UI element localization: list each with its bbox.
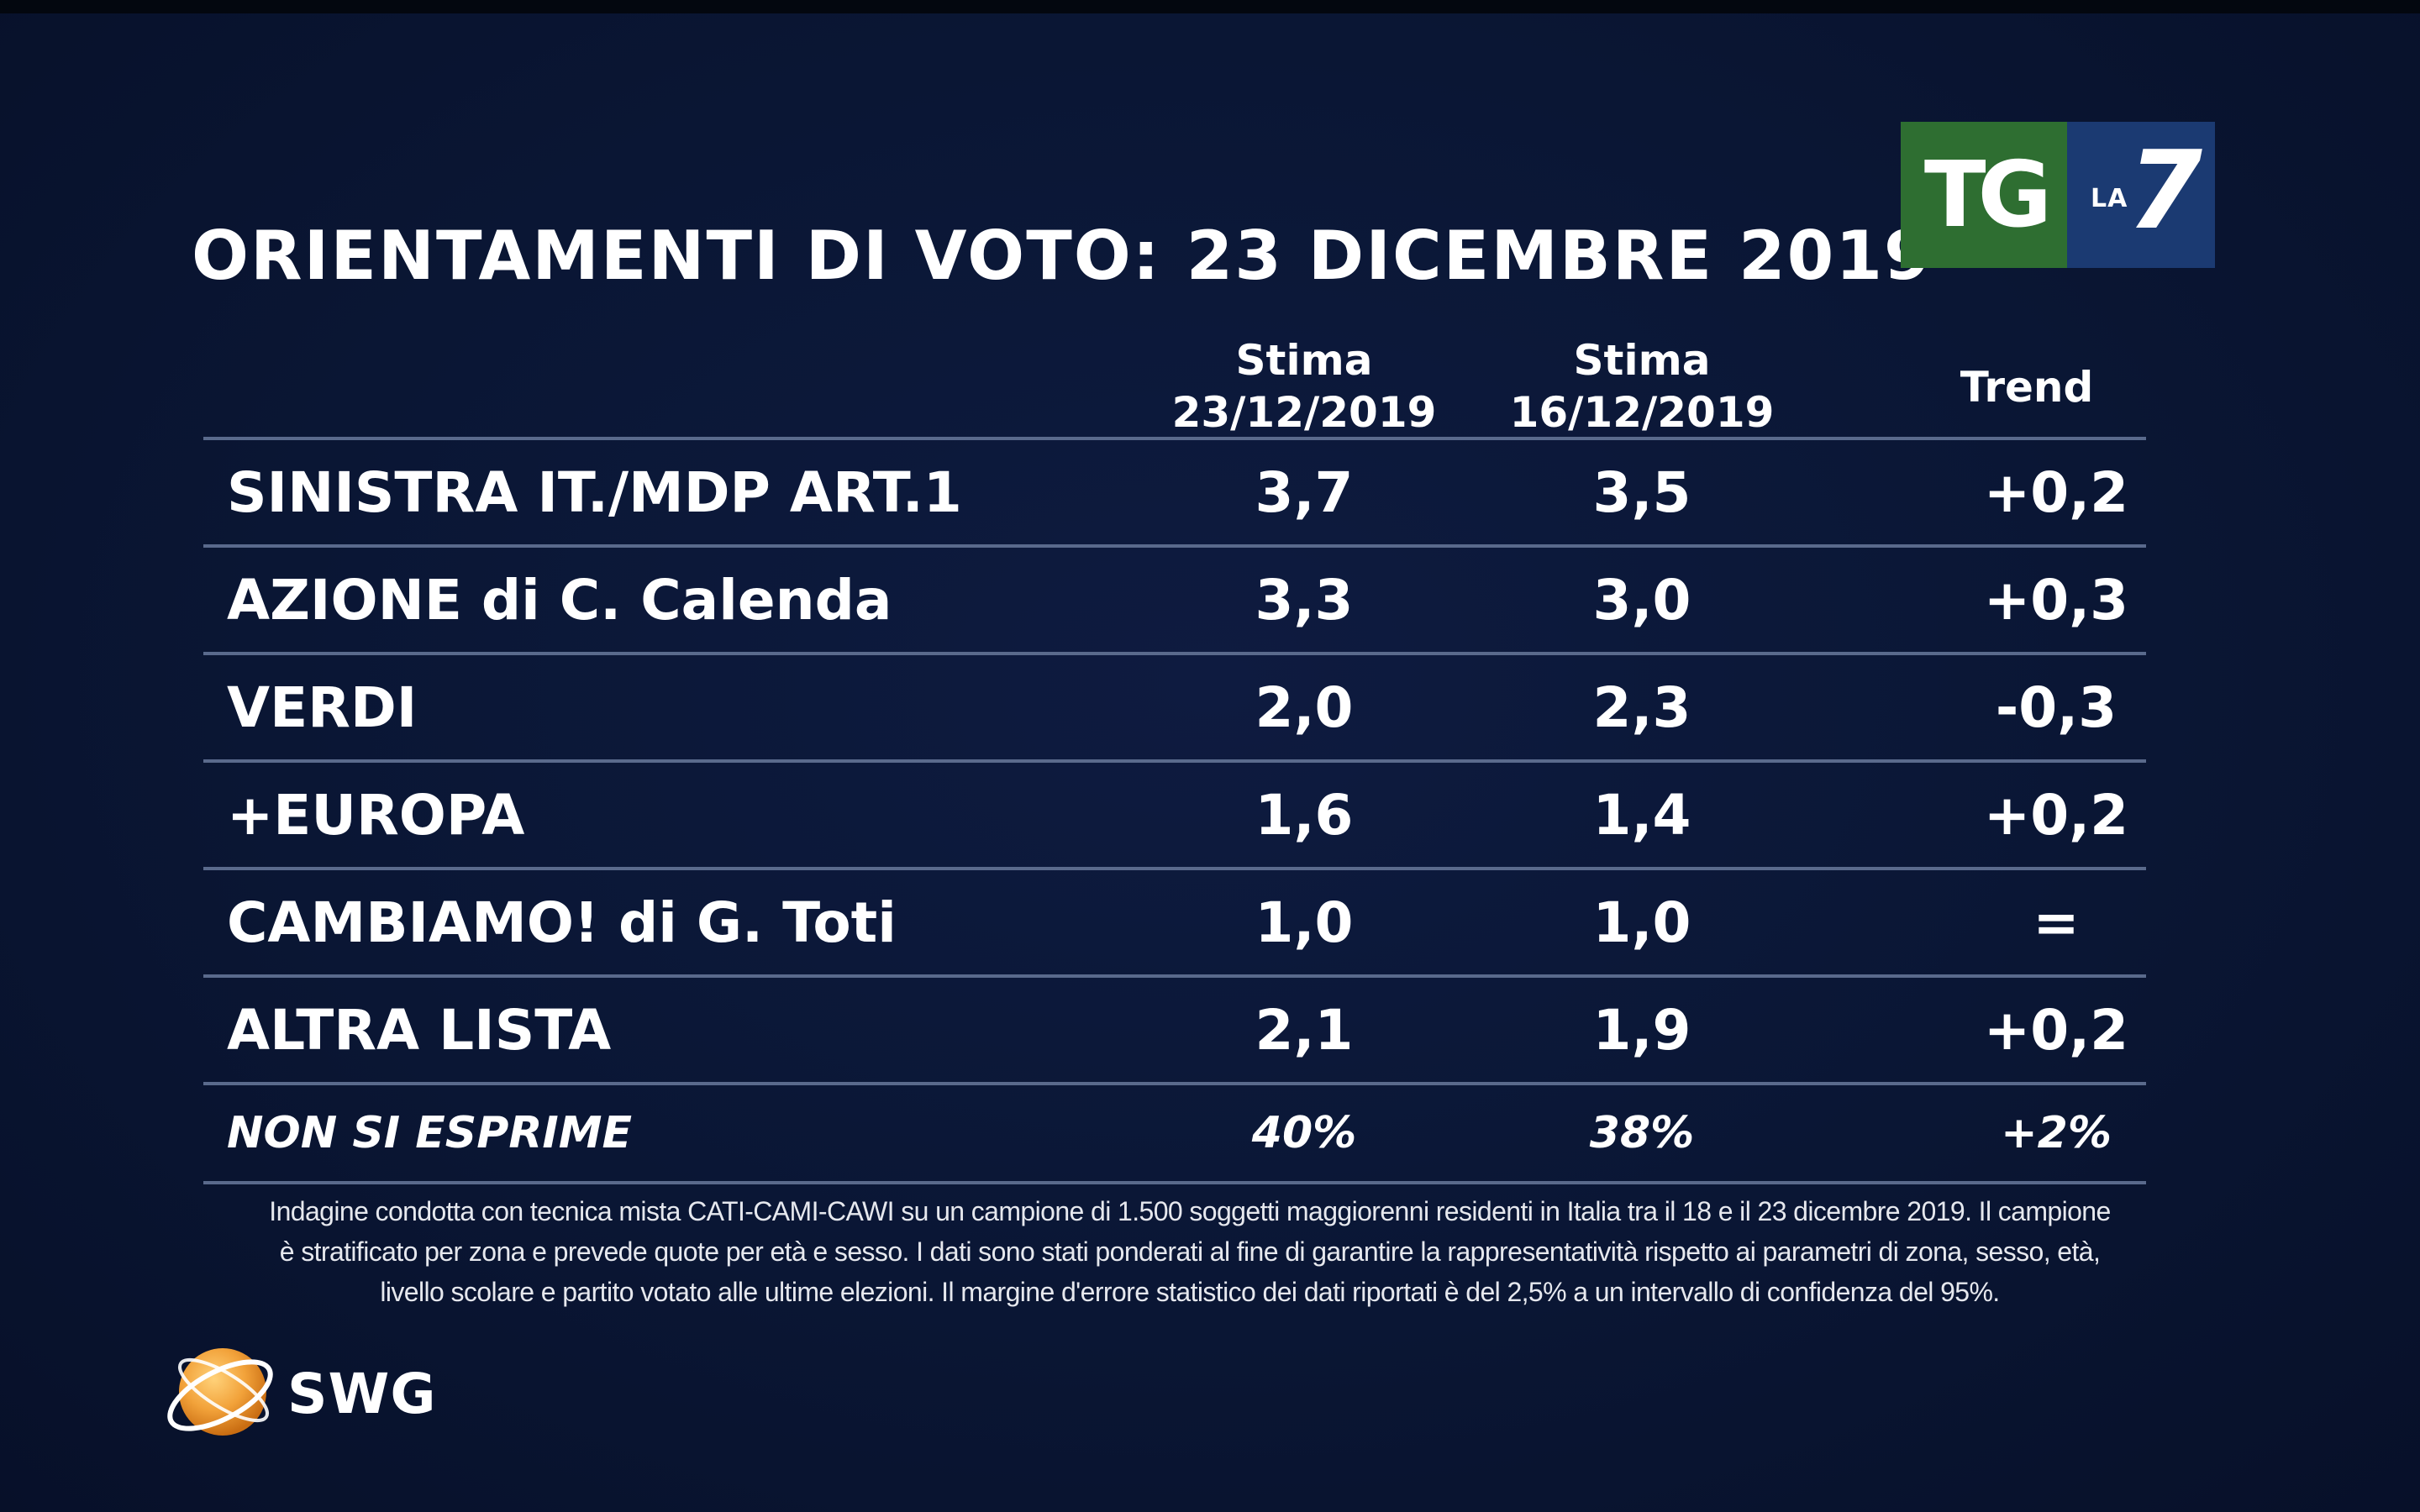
value-stima-23: 1,6 [1255, 782, 1354, 848]
value-stima-23: 3,3 [1255, 567, 1354, 633]
column-header-line1: Stima [1235, 336, 1373, 385]
column-header-line2: 23/12/2019 [1171, 388, 1437, 437]
footnote-line: Indagine condotta con tecnica mista CATI… [269, 1196, 2111, 1226]
value-stima-23: 1,0 [1255, 890, 1354, 955]
value-stima-23: 40% [1251, 1108, 1357, 1158]
table-rule [203, 759, 2146, 763]
trend-value: -0,3 [1995, 675, 2118, 740]
footnote-line: è stratificato per zona e prevede quote … [279, 1236, 2101, 1267]
value-stima-16: 3,0 [1592, 567, 1691, 633]
value-stima-23: 3,7 [1255, 459, 1354, 525]
column-header-trend: Trend [1918, 361, 2136, 413]
trend-value: +0,3 [1983, 567, 2129, 633]
party-name: SINISTRA IT./MDP ART.1 [227, 459, 962, 525]
column-header-line1: Trend [1960, 363, 2094, 412]
trend-value: +0,2 [1983, 997, 2129, 1063]
value-stima-16: 3,5 [1592, 459, 1691, 525]
column-header-line1: Stima [1573, 336, 1711, 385]
table-rule [203, 652, 2146, 655]
table-rule [203, 437, 2146, 440]
table-row: VERDI 2,0 2,3 -0,3 [203, 655, 2146, 759]
chart-title: ORIENTAMENTI DI VOTO: 23 DICEMBRE 2019 [192, 217, 1933, 295]
methodology-footnote: Indagine condotta con tecnica mista CATI… [200, 1191, 2180, 1312]
top-border [0, 0, 2420, 13]
party-name: NON SI ESPRIME [227, 1108, 632, 1158]
party-name: +EUROPA [227, 782, 525, 848]
party-name: AZIONE di C. Calenda [227, 567, 892, 633]
trend-value: = [2033, 890, 2080, 955]
swg-logo: SWG [160, 1331, 445, 1457]
table-rule [203, 544, 2146, 548]
table-rule [203, 1082, 2146, 1085]
swg-label: SWG [287, 1362, 437, 1426]
column-header-stima-23: Stima 23/12/2019 [1153, 334, 1455, 438]
column-header-stima-16: Stima 16/12/2019 [1491, 334, 1793, 438]
value-stima-16: 38% [1589, 1108, 1695, 1158]
trend-value: +0,2 [1983, 782, 2129, 848]
value-stima-23: 2,1 [1255, 997, 1354, 1063]
table-rule [203, 974, 2146, 978]
party-name: ALTRA LISTA [227, 997, 612, 1063]
table-row: +EUROPA 1,6 1,4 +0,2 [203, 763, 2146, 867]
value-stima-23: 2,0 [1255, 675, 1354, 740]
party-name: CAMBIAMO! di G. Toti [227, 890, 897, 955]
logo-seven: 7 [2128, 129, 2203, 254]
trend-value: +0,2 [1983, 459, 2129, 525]
party-name: VERDI [227, 675, 418, 740]
table-row: AZIONE di C. Calenda 3,3 3,0 +0,3 [203, 548, 2146, 652]
value-stima-16: 1,9 [1592, 997, 1691, 1063]
table-row: SINISTRA IT./MDP ART.1 3,7 3,5 +0,2 [203, 440, 2146, 544]
logo-tg: TG [1901, 122, 2067, 268]
logo-la7: LA 7 [2067, 122, 2215, 268]
value-stima-16: 2,3 [1592, 675, 1691, 740]
table-row: CAMBIAMO! di G. Toti 1,0 1,0 = [203, 870, 2146, 974]
column-header-line2: 16/12/2019 [1509, 388, 1775, 437]
table-rule [203, 867, 2146, 870]
tg-la7-logo: TG LA 7 [1901, 122, 2215, 268]
table-row: ALTRA LISTA 2,1 1,9 +0,2 [203, 978, 2146, 1082]
logo-la: LA [2091, 184, 2128, 213]
table-rule [203, 1181, 2146, 1184]
value-stima-16: 1,0 [1592, 890, 1691, 955]
footnote-line: livello scolare e partito votato alle ul… [380, 1277, 2000, 1307]
table-row: NON SI ESPRIME 40% 38% +2% [203, 1085, 2146, 1181]
trend-value: +2% [2001, 1108, 2112, 1158]
value-stima-16: 1,4 [1592, 782, 1691, 848]
swg-globe-icon [167, 1348, 273, 1436]
